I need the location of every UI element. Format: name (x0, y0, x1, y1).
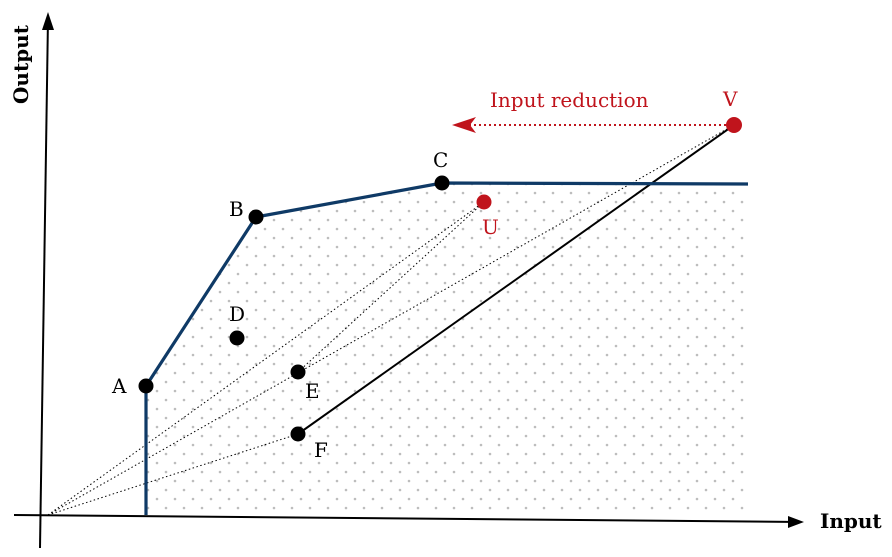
x-axis-arrowhead (788, 516, 804, 528)
label-D: D (229, 302, 245, 326)
y-axis (39, 17, 49, 549)
ray-origin-to-U (47, 201, 485, 516)
point-U (476, 194, 492, 210)
x-axis (13, 514, 801, 523)
point-B (248, 209, 264, 225)
input-reduction-arrowhead (452, 117, 476, 133)
label-V: V (722, 87, 738, 111)
point-V (726, 117, 742, 133)
label-B: B (229, 197, 244, 221)
segment-F-to-V (297, 124, 735, 435)
point-A (138, 378, 154, 394)
point-D (229, 330, 245, 346)
label-A: A (111, 374, 127, 398)
feasible-region (146, 183, 748, 515)
y-axis-label: Output (9, 24, 33, 104)
label-E: E (305, 379, 320, 403)
label-F: F (314, 438, 328, 462)
label-C: C (433, 148, 448, 172)
point-C (434, 175, 450, 191)
point-F (290, 426, 306, 442)
point-E (290, 364, 306, 380)
label-U: U (482, 215, 499, 239)
x-axis-label: Input (820, 509, 882, 533)
y-axis-arrowhead (42, 12, 54, 30)
input-reduction-label: Input reduction (490, 88, 649, 112)
